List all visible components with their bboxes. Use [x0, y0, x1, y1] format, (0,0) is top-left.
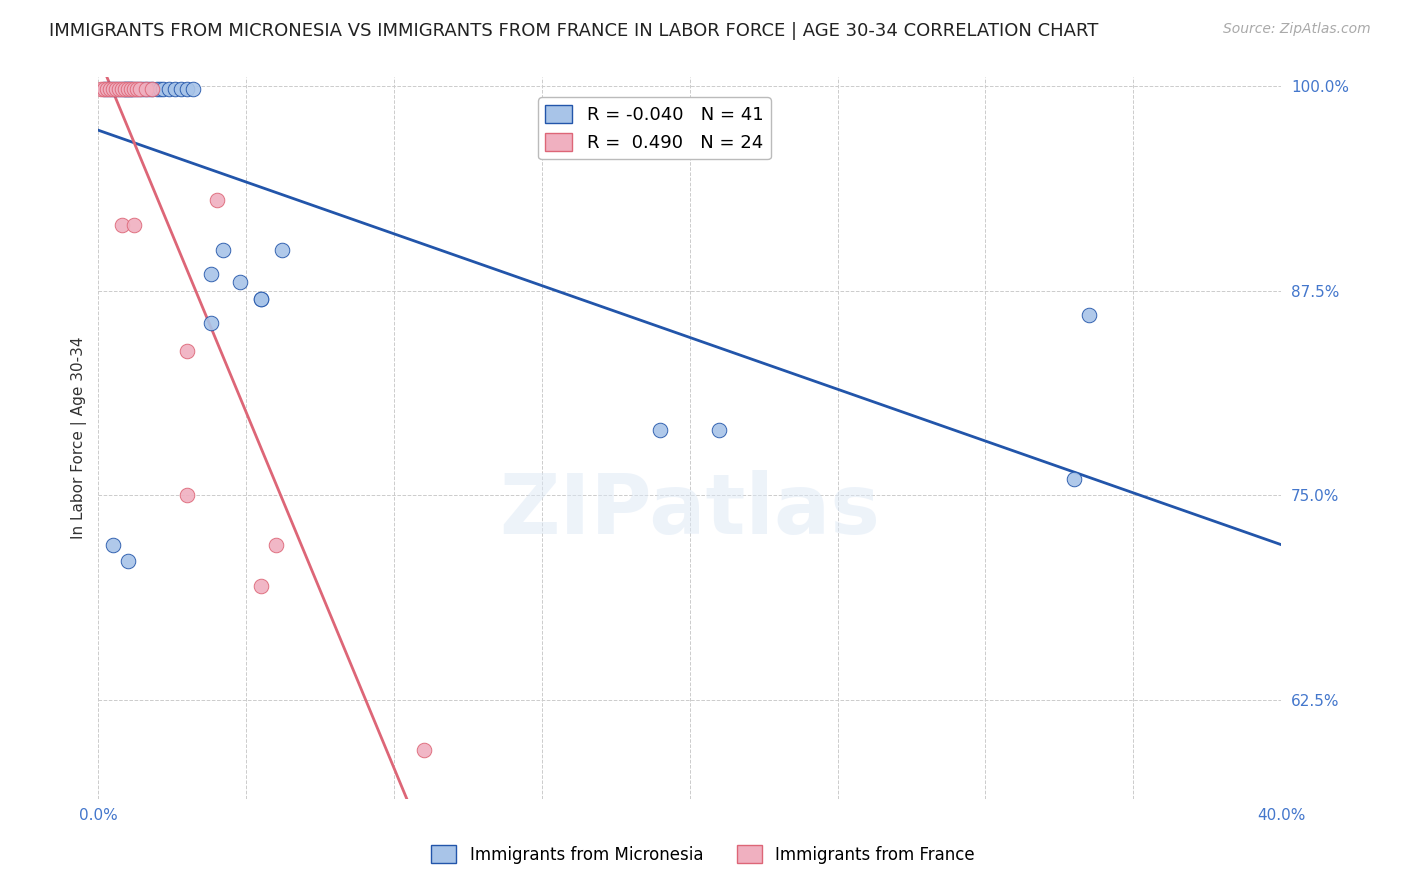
- Point: [270, 243, 292, 257]
- Point: [138, 82, 160, 96]
- Point: [117, 82, 139, 96]
- Point: [125, 82, 148, 96]
- Point: [111, 82, 134, 96]
- Point: [170, 82, 193, 96]
- Point: [114, 82, 136, 96]
- Text: Source: ZipAtlas.com: Source: ZipAtlas.com: [1223, 22, 1371, 37]
- Point: [120, 82, 142, 96]
- Point: [709, 423, 731, 437]
- Point: [141, 82, 163, 96]
- Point: [96, 82, 118, 96]
- Point: [135, 82, 157, 96]
- Legend: R = -0.040   N = 41, R =  0.490   N = 24: R = -0.040 N = 41, R = 0.490 N = 24: [538, 97, 770, 160]
- Point: [141, 82, 163, 96]
- Point: [128, 82, 150, 96]
- Point: [250, 579, 273, 593]
- Point: [131, 82, 153, 96]
- Point: [176, 82, 198, 96]
- Point: [152, 82, 174, 96]
- Point: [101, 82, 124, 96]
- Point: [650, 423, 672, 437]
- Point: [111, 218, 134, 232]
- Point: [111, 82, 134, 96]
- Point: [117, 82, 139, 96]
- Point: [125, 82, 148, 96]
- Point: [205, 194, 228, 208]
- Point: [122, 82, 145, 96]
- Point: [93, 82, 115, 96]
- Point: [176, 488, 198, 502]
- Point: [200, 316, 222, 330]
- Point: [250, 292, 273, 306]
- Point: [108, 82, 131, 96]
- Point: [120, 82, 142, 96]
- Point: [122, 218, 145, 232]
- Point: [157, 82, 180, 96]
- Point: [181, 82, 204, 96]
- Point: [98, 82, 121, 96]
- Point: [146, 82, 169, 96]
- Point: [200, 267, 222, 281]
- Legend: Immigrants from Micronesia, Immigrants from France: Immigrants from Micronesia, Immigrants f…: [425, 838, 981, 871]
- Point: [122, 82, 145, 96]
- Point: [250, 292, 273, 306]
- Point: [176, 344, 198, 359]
- Point: [114, 82, 136, 96]
- Point: [1063, 472, 1085, 486]
- Point: [108, 82, 131, 96]
- Text: IMMIGRANTS FROM MICRONESIA VS IMMIGRANTS FROM FRANCE IN LABOR FORCE | AGE 30-34 : IMMIGRANTS FROM MICRONESIA VS IMMIGRANTS…: [49, 22, 1098, 40]
- Point: [114, 82, 136, 96]
- Point: [96, 82, 118, 96]
- Point: [105, 82, 128, 96]
- Point: [149, 82, 172, 96]
- Point: [128, 82, 150, 96]
- Point: [117, 554, 139, 568]
- Point: [105, 82, 128, 96]
- Point: [135, 82, 157, 96]
- Point: [117, 82, 139, 96]
- Point: [120, 82, 142, 96]
- Point: [211, 243, 233, 257]
- Point: [90, 82, 112, 96]
- Point: [229, 276, 252, 290]
- Point: [101, 82, 124, 96]
- Y-axis label: In Labor Force | Age 30-34: In Labor Force | Age 30-34: [72, 337, 87, 540]
- Point: [165, 82, 187, 96]
- Point: [98, 82, 121, 96]
- Point: [101, 538, 124, 552]
- Text: ZIPatlas: ZIPatlas: [499, 470, 880, 550]
- Point: [93, 82, 115, 96]
- Point: [1077, 308, 1099, 322]
- Point: [264, 538, 287, 552]
- Point: [412, 742, 434, 756]
